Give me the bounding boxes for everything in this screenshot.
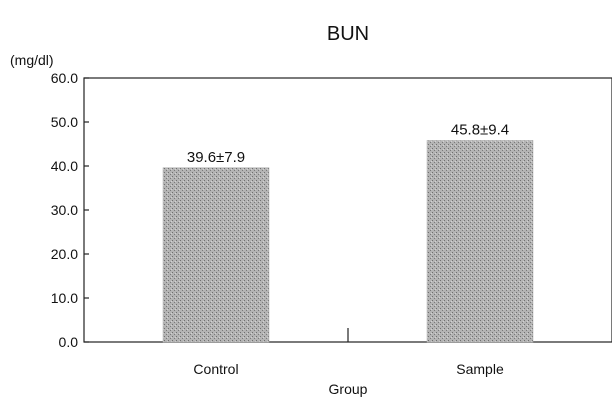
bar-sample — [426, 140, 534, 343]
y-tick-label: 60.0 — [51, 70, 78, 86]
y-tick-label: 20.0 — [51, 246, 78, 262]
chart-title: BUN — [327, 23, 369, 45]
x-category-label: Sample — [456, 361, 504, 377]
x-category-label: Control — [193, 361, 238, 377]
data-label: 39.6±7.9 — [187, 149, 245, 166]
y-tick-label: 10.0 — [51, 290, 78, 306]
y-unit-label: (mg/dl) — [10, 52, 54, 68]
y-tick-label: 50.0 — [51, 114, 78, 130]
y-tick-label: 0.0 — [59, 334, 79, 350]
bars-group: 39.6±7.9 45.8±9.4 — [162, 121, 534, 343]
y-tick-label: 30.0 — [51, 202, 78, 218]
data-label: 45.8±9.4 — [451, 121, 509, 138]
y-axis-ticks: 0.0 10.0 20.0 30.0 40.0 50.0 60.0 — [51, 70, 89, 350]
x-axis-categories: Control Sample — [193, 361, 504, 377]
y-tick-label: 40.0 — [51, 158, 78, 174]
x-axis-title: Group — [329, 381, 368, 397]
bar-control — [162, 167, 270, 343]
